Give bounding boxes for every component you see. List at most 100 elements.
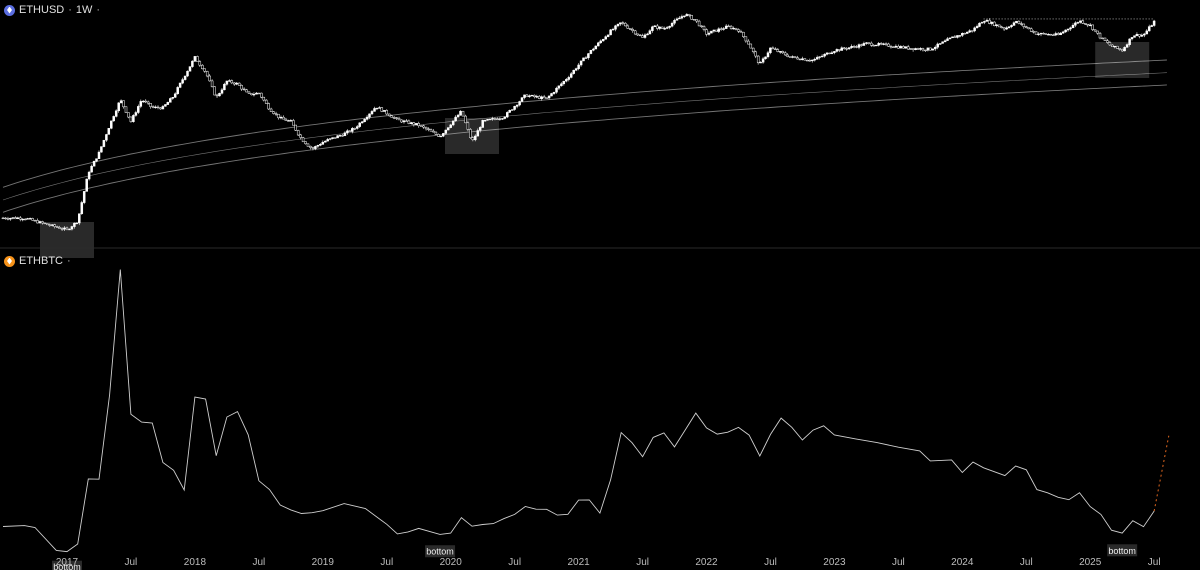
candle-body — [481, 120, 484, 128]
candle-body — [1140, 34, 1144, 37]
candle-body — [110, 120, 113, 129]
candle-body — [4, 217, 7, 220]
highlight-zone — [1095, 42, 1150, 78]
candle-body — [924, 49, 927, 52]
candle-body — [1022, 23, 1026, 27]
candle-body — [16, 217, 20, 219]
candle-body — [1020, 23, 1023, 25]
candle-body — [862, 43, 866, 46]
candle-body — [1027, 27, 1030, 30]
x-tick-label: Jul — [764, 557, 777, 568]
annotation-box — [1107, 544, 1138, 557]
candle-body — [1056, 33, 1060, 35]
candle-body — [141, 100, 145, 103]
candle-body — [159, 107, 162, 110]
candle-body — [510, 109, 514, 111]
candle-body — [1005, 27, 1008, 30]
candle-body — [87, 171, 91, 180]
candle-body — [220, 89, 224, 94]
ethbtc-pane-header[interactable]: ETHBTC · — [4, 255, 71, 267]
x-tick-label: 2021 — [567, 557, 590, 568]
candle-body — [294, 124, 297, 131]
candle-body — [1000, 26, 1003, 29]
candle-body — [6, 218, 10, 220]
candle-body — [619, 22, 622, 25]
candle-body — [813, 58, 816, 61]
candle-body — [1145, 30, 1149, 35]
candle-body — [38, 221, 42, 224]
ethusd-symbol[interactable]: ETHUSD — [19, 4, 65, 16]
candle-body — [629, 28, 632, 30]
candle-body — [333, 137, 337, 139]
candle-body — [112, 116, 115, 122]
candle-body — [417, 123, 420, 126]
candle-body — [631, 29, 634, 31]
ethbtc-line — [2, 269, 1155, 553]
candle-body — [933, 46, 937, 50]
candle-body — [439, 135, 443, 138]
candle-body — [21, 218, 24, 221]
candle-body — [562, 80, 566, 85]
bottom-annotation: bottom — [52, 560, 82, 570]
candle-body — [454, 116, 457, 122]
candle-body — [368, 113, 371, 118]
candle-body — [916, 48, 920, 50]
candle-body — [149, 103, 152, 107]
candle-body — [1118, 48, 1121, 50]
x-tick-label: Jul — [508, 557, 521, 568]
candle-body — [599, 40, 602, 44]
candle-body — [621, 22, 625, 24]
ethusd-interval[interactable]: 1W — [75, 4, 93, 16]
candle-body — [941, 41, 944, 44]
candle-body — [582, 57, 585, 62]
candle-body — [796, 57, 799, 60]
candle-body — [456, 114, 460, 118]
candle-body — [611, 28, 615, 31]
candle-body — [9, 217, 12, 220]
candle-body — [1086, 23, 1089, 26]
candle-body — [1, 217, 5, 220]
x-tick-label: 2025 — [1079, 557, 1102, 568]
regression-band-line — [2, 84, 1167, 213]
candle-body — [533, 94, 536, 97]
candle-body — [961, 33, 964, 36]
candle-body — [724, 25, 728, 29]
candle-body — [978, 22, 981, 27]
candle-body — [1081, 20, 1085, 24]
candle-body — [513, 106, 516, 110]
candle-body — [166, 102, 170, 105]
candle-body — [240, 85, 243, 90]
candle-body — [173, 93, 177, 98]
candle-body — [176, 87, 179, 95]
candle-body — [233, 82, 236, 85]
ethusd-pane-header[interactable]: ETHUSD · 1W · — [4, 4, 100, 16]
candle-body — [218, 93, 221, 97]
candle-body — [183, 75, 187, 80]
candle-body — [574, 68, 578, 71]
candle-body — [882, 43, 885, 45]
candle-body — [1098, 32, 1102, 39]
candle-body — [552, 92, 556, 94]
candle-body — [36, 220, 39, 224]
candle-body — [252, 93, 256, 96]
candle-body — [764, 56, 767, 60]
candle-body — [828, 52, 831, 55]
candle-body — [43, 222, 47, 225]
candle-body — [528, 95, 531, 98]
candle-body — [860, 44, 863, 46]
candle-body — [710, 30, 713, 34]
candle-body — [550, 93, 553, 97]
candle-body — [506, 112, 509, 118]
candle-body — [811, 59, 814, 62]
candle-body — [973, 27, 976, 32]
candle-body — [572, 69, 575, 74]
candle-body — [114, 110, 118, 117]
candle-body — [670, 22, 674, 27]
candle-body — [545, 97, 548, 99]
candle-body — [19, 217, 22, 220]
candle-body — [589, 49, 593, 54]
ethbtc-symbol[interactable]: ETHBTC — [19, 255, 63, 267]
candle-body — [852, 46, 856, 48]
candle-body — [884, 43, 888, 45]
